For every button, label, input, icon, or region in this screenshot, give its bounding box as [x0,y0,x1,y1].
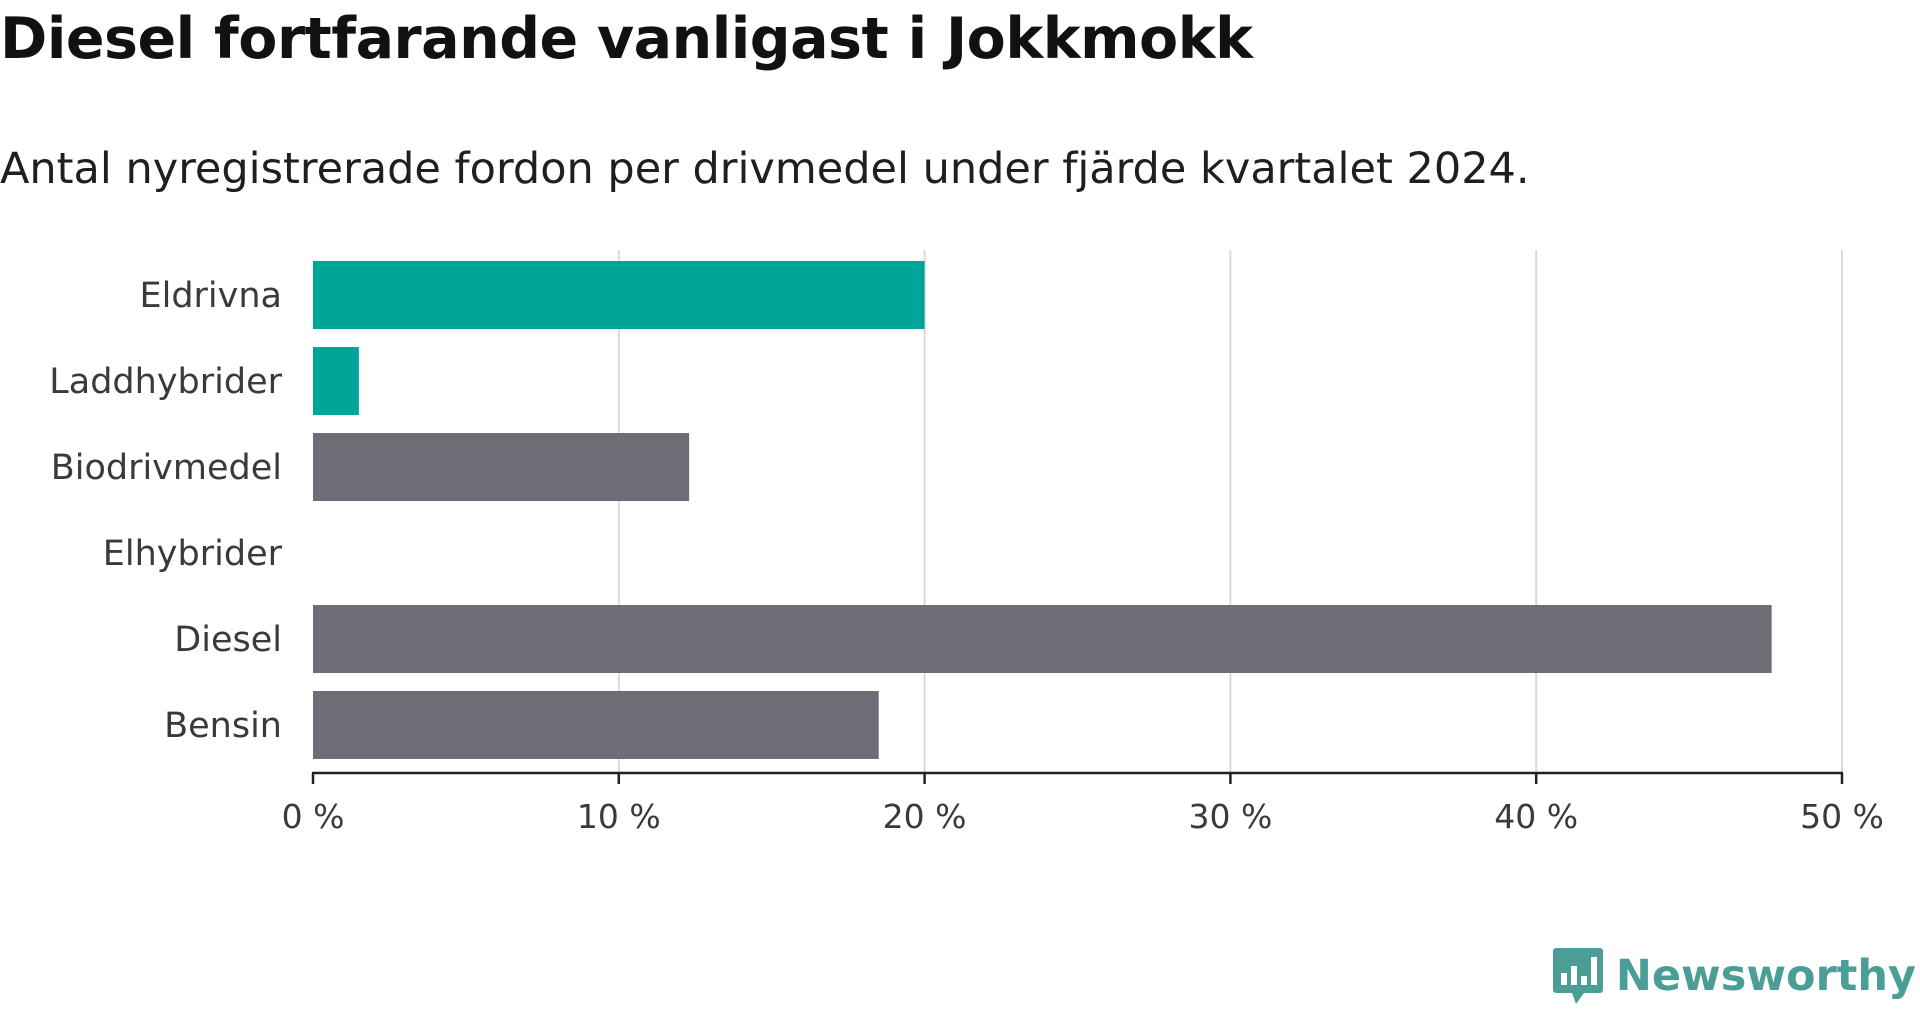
x-tick-label-40: 40 % [1494,797,1578,836]
gridlines [617,250,1843,773]
x-tick-label-10: 10 % [577,797,661,836]
category-label-biodrivmedel: Biodrivmedel [51,448,282,488]
x-axis: 0 % 10 % 20 % 30 % 40 % 50 % [282,771,1884,836]
bar-chart-badge-icon [1552,948,1603,1004]
category-label-bensin: Bensin [164,706,282,746]
x-tick-label-50: 50 % [1800,797,1884,836]
x-tick-label-0: 0 % [282,797,345,836]
brand-name: Newsworthy [1615,951,1916,1001]
brand-logo: Newsworthy [1552,946,1916,1006]
chart-subtitle: Antal nyregistrerade fordon per drivmede… [0,144,1530,194]
chart-title: Diesel fortfarande vanligast i Jokkmokk [0,6,1253,72]
bar-eldrivna [313,261,925,329]
bar-laddhybrider [313,347,359,415]
bar-diesel [313,605,1772,673]
x-tick-label-30: 30 % [1188,797,1272,836]
category-label-elhybrider: Elhybrider [103,534,283,574]
x-tick-label-20: 20 % [883,797,967,836]
category-label-laddhybrider: Laddhybrider [49,362,282,402]
bar-biodrivmedel [313,433,690,501]
category-label-diesel: Diesel [174,620,282,660]
category-label-eldrivna: Eldrivna [139,276,282,316]
category-labels: Eldrivna Laddhybrider Biodrivmedel Elhybrid… [49,276,282,746]
bars [313,261,1772,759]
bar-bensin [313,691,879,759]
